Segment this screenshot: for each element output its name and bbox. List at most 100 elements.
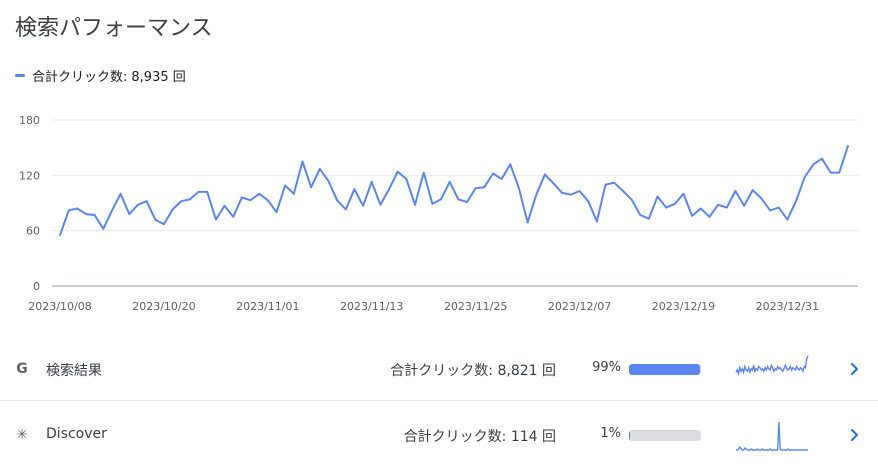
data-point[interactable] [431,203,434,205]
data-point[interactable] [587,200,590,202]
chevron-right-icon[interactable] [848,360,862,378]
data-point[interactable] [639,214,641,216]
data-point[interactable] [223,204,226,207]
data-point[interactable] [267,199,269,202]
data-point[interactable] [630,198,633,201]
data-point[interactable] [353,188,356,190]
data-point[interactable] [388,188,390,190]
data-point[interactable] [301,160,304,163]
data-point[interactable] [725,206,728,209]
data-point[interactable] [414,204,416,206]
data-point[interactable] [743,204,745,207]
data-point[interactable] [344,208,347,211]
data-point[interactable] [215,218,217,221]
data-point[interactable] [751,189,754,191]
data-point[interactable] [275,211,278,214]
data-point[interactable] [258,192,260,195]
data-point[interactable] [838,171,841,174]
data-point[interactable] [604,183,607,186]
data-point[interactable] [180,200,183,202]
data-point[interactable] [448,180,451,183]
data-point[interactable] [803,176,806,178]
data-point[interactable] [293,192,295,195]
search-results-row[interactable]: G 検索結果 合計クリック数: 8,821 回 99% [0,338,878,401]
chart-legend[interactable]: 合計クリック数: 8,935 回 [15,66,186,85]
x-tick-label: 2023/10/08 [28,300,91,313]
data-point[interactable] [154,218,157,221]
data-point[interactable] [102,228,105,230]
data-point[interactable] [76,207,79,210]
data-point[interactable] [370,180,373,183]
data-point[interactable] [717,204,719,206]
data-point[interactable] [362,204,364,207]
discover-row[interactable]: ✳ Discover 合計クリック数: 114 回 1% [0,404,878,466]
data-point[interactable] [249,199,252,202]
data-point[interactable] [535,193,538,196]
data-point[interactable] [466,201,468,203]
data-point[interactable] [561,192,564,194]
data-point[interactable] [440,198,442,201]
data-point[interactable] [310,186,312,189]
series-line-clicks[interactable] [59,145,849,236]
data-point[interactable] [847,145,849,147]
data-point[interactable] [197,191,200,193]
data-point[interactable] [526,221,529,224]
data-point[interactable] [777,206,780,209]
data-point[interactable] [500,178,503,180]
data-point[interactable] [241,196,243,199]
data-point[interactable] [483,186,486,189]
data-point[interactable] [622,190,624,192]
data-point[interactable] [821,157,823,160]
data-point[interactable] [318,168,321,170]
data-point[interactable] [544,173,546,176]
data-point[interactable] [171,208,174,211]
data-point[interactable] [67,209,70,212]
data-point[interactable] [232,216,234,218]
data-point[interactable] [648,217,650,220]
data-point[interactable] [699,207,702,210]
data-point[interactable] [128,213,131,215]
data-point[interactable] [596,220,598,223]
data-point[interactable] [163,223,165,226]
data-point[interactable] [85,213,87,215]
data-point[interactable] [379,204,382,206]
data-point[interactable] [145,200,148,202]
data-point[interactable] [492,172,494,175]
data-point[interactable] [552,182,555,185]
data-point[interactable] [518,187,520,190]
data-point[interactable] [665,206,667,209]
data-point[interactable] [769,209,771,212]
data-point[interactable] [137,204,139,206]
clicks-line-chart[interactable]: 0 60 120 180 2023/10/08 2023/10/20 2023/11/01 2… [0,100,878,320]
data-point[interactable] [119,192,122,195]
data-point[interactable] [206,191,209,193]
data-point[interactable] [336,199,338,202]
data-point[interactable] [327,180,330,182]
data-point[interactable] [284,184,286,187]
data-point[interactable] [111,209,113,212]
data-point[interactable] [405,178,408,180]
data-point[interactable] [674,203,676,205]
data-point[interactable] [570,193,572,196]
data-point[interactable] [422,171,425,174]
data-point[interactable] [509,163,512,166]
data-point[interactable] [613,181,615,184]
data-point[interactable] [189,198,191,201]
data-point[interactable] [474,187,477,190]
data-point[interactable] [691,215,693,217]
data-point[interactable] [396,170,399,173]
data-point[interactable] [795,200,797,202]
data-point[interactable] [760,197,763,200]
data-point[interactable] [578,190,581,192]
chevron-right-icon[interactable] [848,426,862,444]
data-point[interactable] [708,216,711,218]
data-point[interactable] [812,163,815,166]
data-point[interactable] [457,198,460,201]
data-point[interactable] [829,171,832,174]
data-point[interactable] [93,214,96,216]
data-point[interactable] [656,195,659,198]
data-point[interactable] [734,190,737,192]
data-point[interactable] [59,234,61,237]
data-point[interactable] [786,218,789,221]
data-point[interactable] [682,192,685,195]
